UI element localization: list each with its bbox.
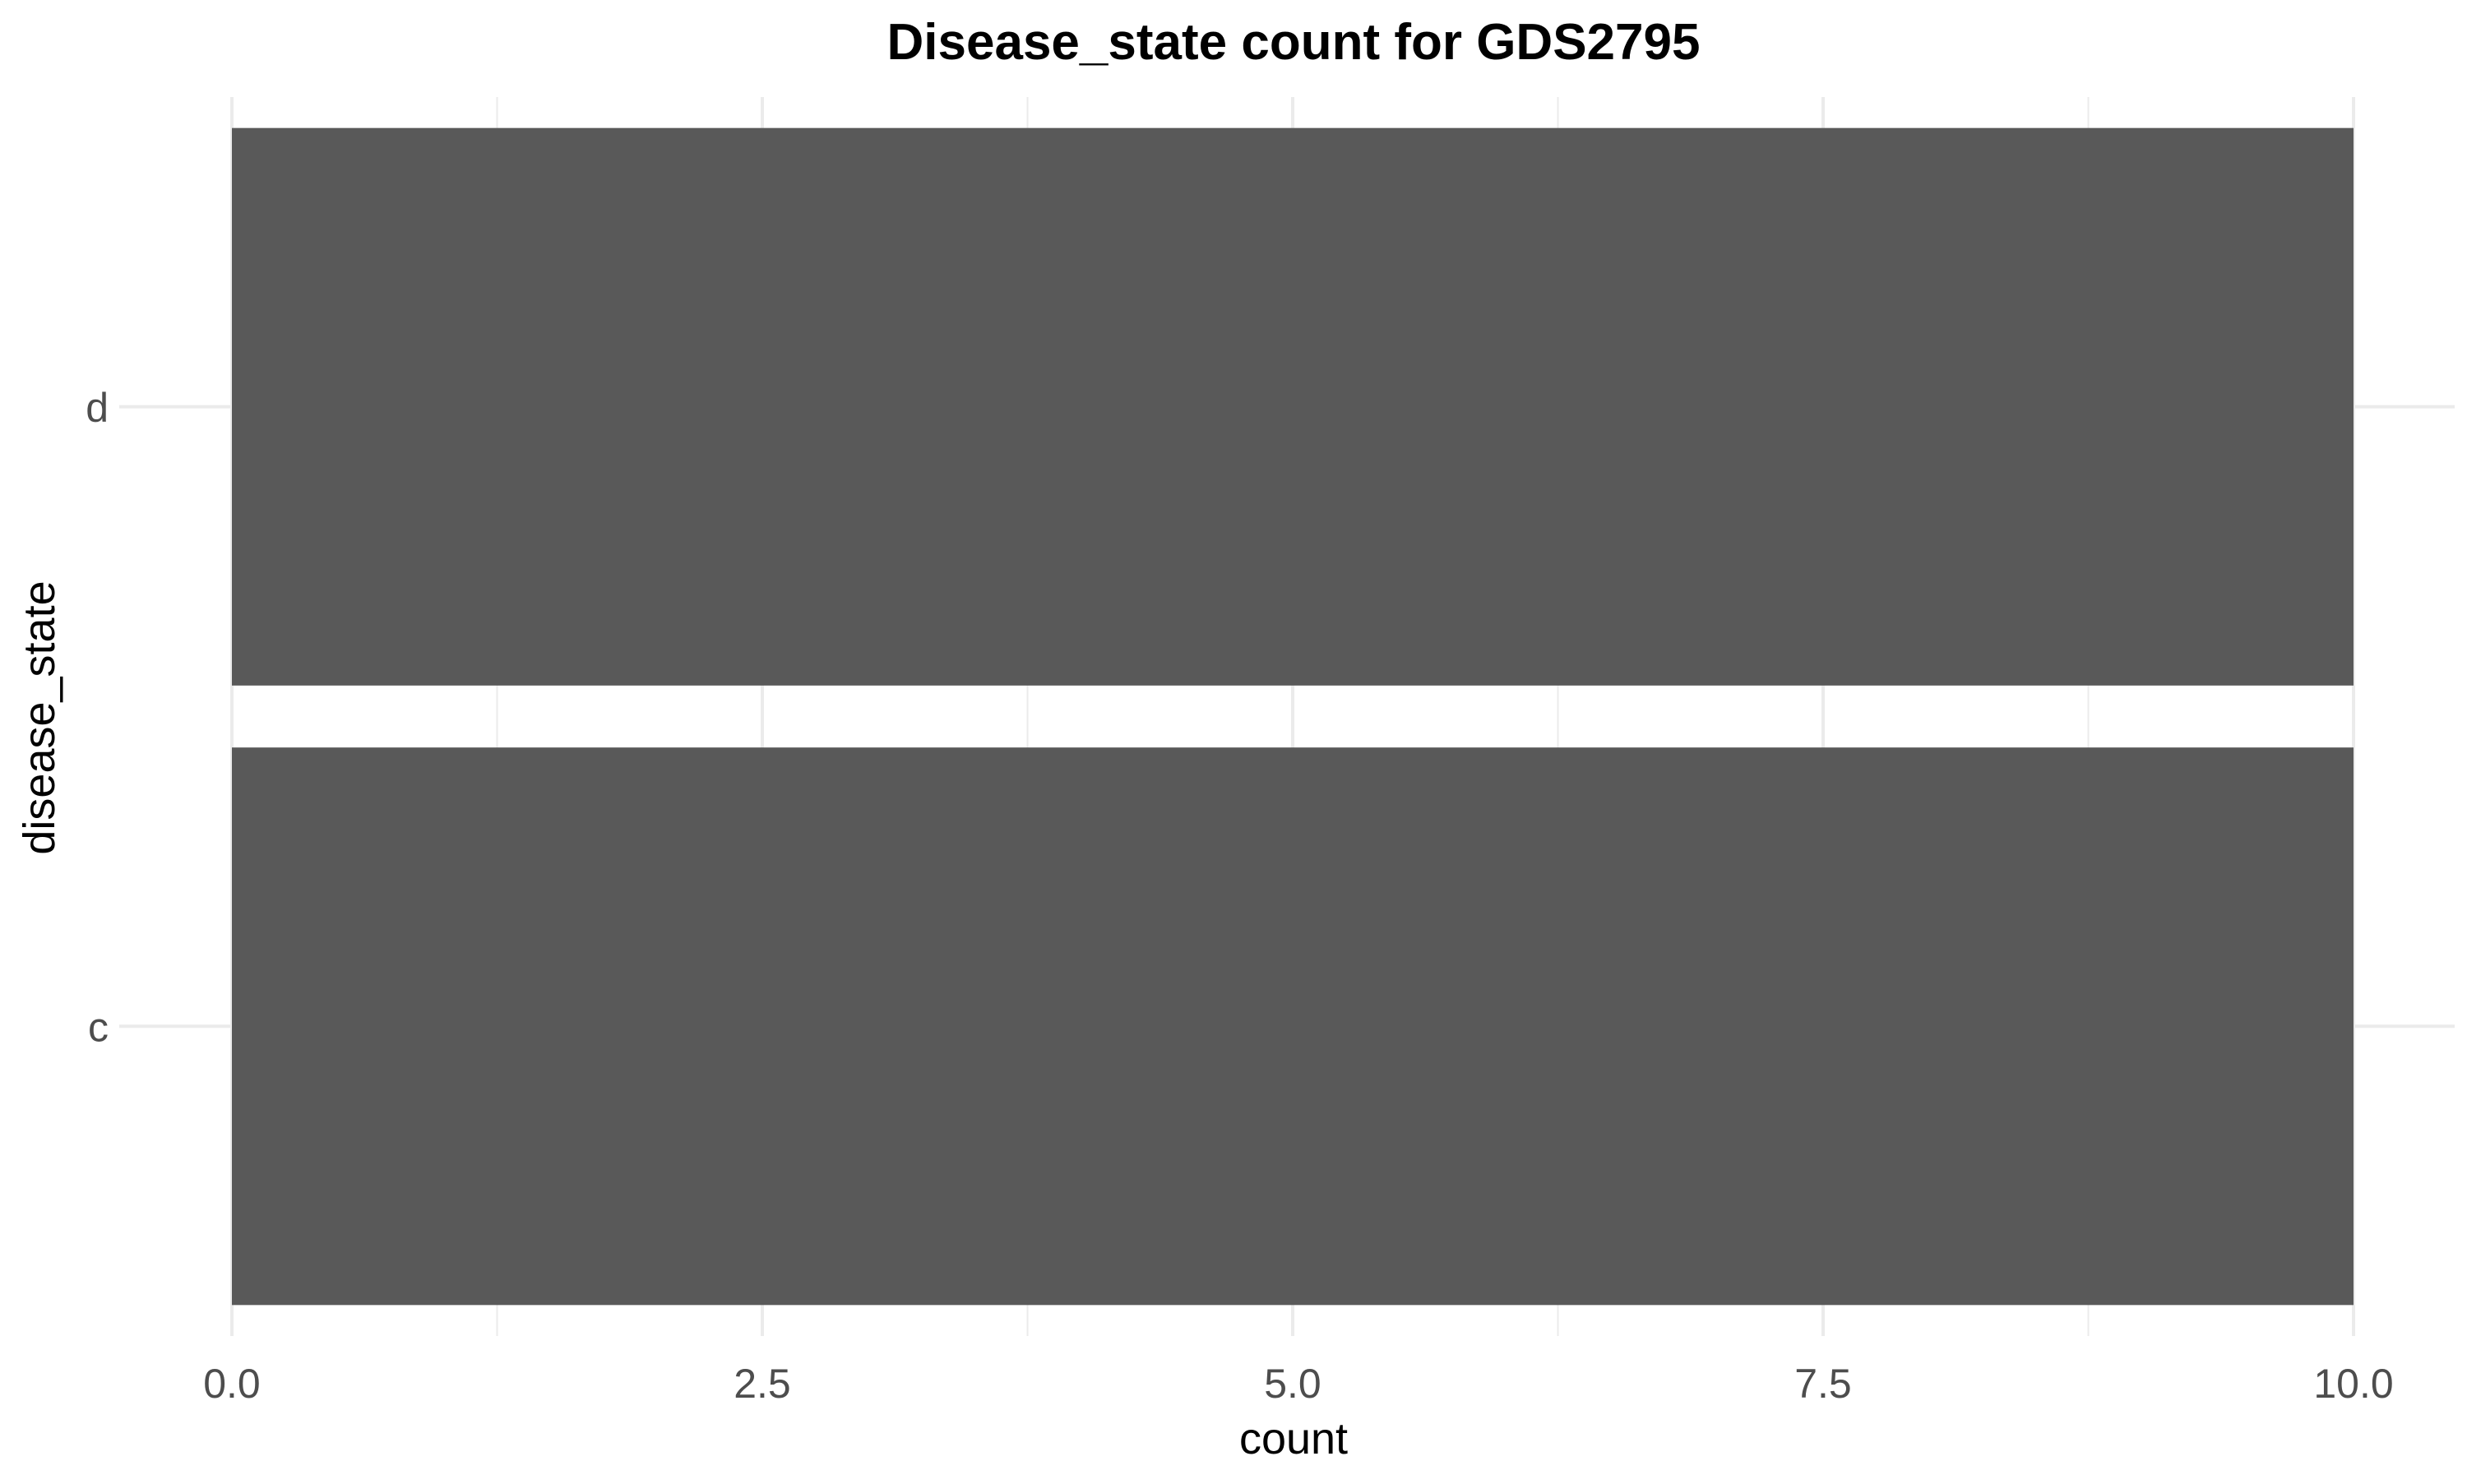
y-axis-label: disease_state [15,580,64,854]
x-tick-label: 10.0 [2313,1361,2393,1407]
y-tick-label: c [88,1004,109,1050]
x-tick-label: 2.5 [734,1361,791,1407]
y-tick-label: d [86,385,109,431]
bar-layer [232,127,2354,1306]
bar-d [232,127,2354,686]
tick-layer: c d 0.0 2.5 5.0 7.5 10.0 [86,385,2393,1407]
x-tick-label: 5.0 [1264,1361,1321,1407]
chart-title: Disease_state count for GDS2795 [887,14,1701,71]
x-tick-label: 0.0 [203,1361,261,1407]
x-tick-label: 7.5 [1794,1361,1852,1407]
bar-c [232,747,2354,1306]
x-axis-label: count [1239,1414,1348,1463]
